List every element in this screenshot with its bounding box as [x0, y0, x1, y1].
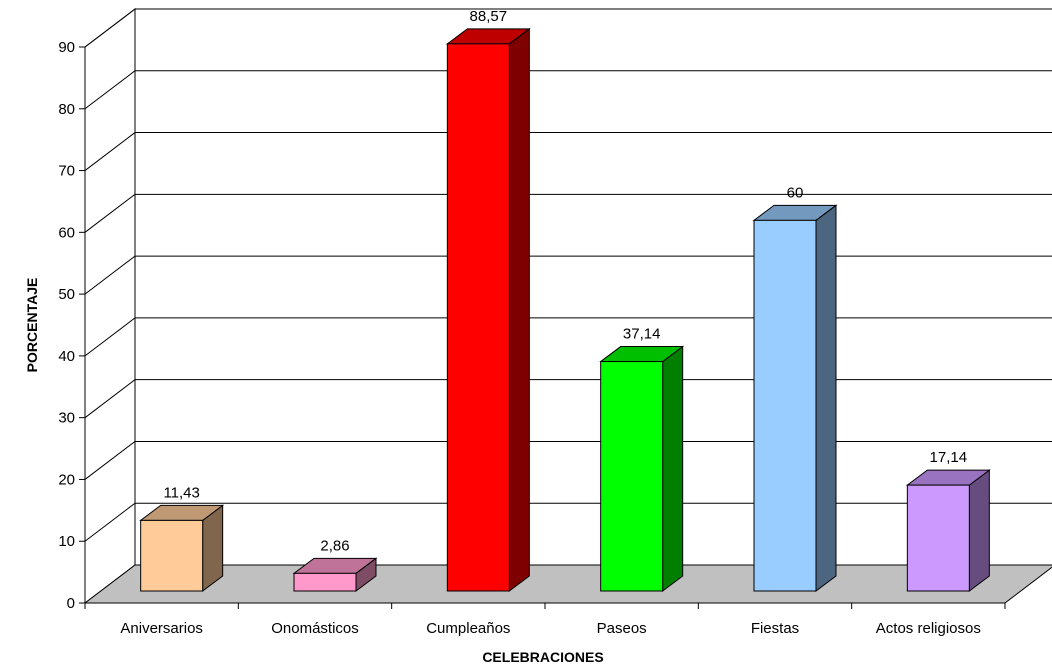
gridline — [84, 440, 1052, 480]
bar-front — [293, 572, 357, 592]
data-label: 17,14 — [930, 449, 968, 466]
y-tick-label: 40 — [58, 348, 75, 365]
bar-front — [906, 484, 970, 592]
gridlines — [84, 8, 1052, 542]
x-tick-label: Actos religiosos — [876, 620, 981, 637]
bar-side — [968, 469, 990, 592]
gridline — [84, 70, 1052, 110]
gridline — [84, 317, 1052, 357]
x-tick-label: Cumpleaños — [426, 620, 510, 637]
data-label: 2,86 — [320, 537, 349, 554]
bar — [292, 557, 378, 592]
gridline — [84, 193, 1052, 233]
x-axis-title: CELEBRACIONES — [482, 649, 603, 665]
data-label: 60 — [787, 184, 804, 201]
side-wall — [84, 7, 136, 605]
axes — [79, 46, 1006, 609]
bar-front — [446, 43, 510, 592]
x-tick-label: Paseos — [597, 620, 647, 637]
x-tick-label: Aniversarios — [120, 620, 203, 637]
y-tick-label: 10 — [58, 533, 75, 550]
y-tick-label: 20 — [58, 471, 75, 488]
x-tick-label: Fiestas — [751, 620, 799, 637]
bar — [139, 504, 225, 592]
bar-side — [815, 204, 837, 592]
tick-labels: 0 10 20 30 40 50 60 70 80 90 Aniversarios Onomástic… — [58, 39, 981, 637]
bar — [752, 204, 838, 592]
y-tick-label: 90 — [58, 39, 75, 56]
data-label: 88,57 — [470, 8, 508, 25]
data-labels: 11,43 2,86 88,57 37,14 60 17,14 — [163, 8, 967, 554]
y-tick-label: 70 — [58, 163, 75, 180]
gridline — [84, 8, 1052, 48]
y-tick-label: 0 — [67, 595, 75, 612]
gridline — [84, 379, 1052, 419]
bar-side — [508, 27, 530, 593]
gridline — [84, 502, 1052, 542]
bars — [139, 27, 991, 593]
gridline — [84, 132, 1052, 171]
y-tick-label: 50 — [58, 286, 75, 303]
y-axis-title: PORCENTAJE — [24, 278, 40, 373]
y-tick-label: 30 — [58, 410, 75, 427]
gridline — [84, 255, 1052, 295]
data-label: 37,14 — [623, 326, 661, 343]
y-tick-label: 60 — [58, 224, 75, 241]
bar — [445, 27, 531, 593]
data-label: 11,43 — [163, 484, 199, 501]
bar-side — [662, 345, 684, 592]
y-tick-label: 80 — [58, 101, 75, 118]
bar-front — [140, 519, 204, 592]
bar — [599, 345, 685, 592]
x-tick-label: Onomásticos — [271, 620, 359, 637]
bar — [905, 469, 991, 592]
bar-front — [600, 361, 664, 592]
bar-front — [753, 219, 817, 592]
